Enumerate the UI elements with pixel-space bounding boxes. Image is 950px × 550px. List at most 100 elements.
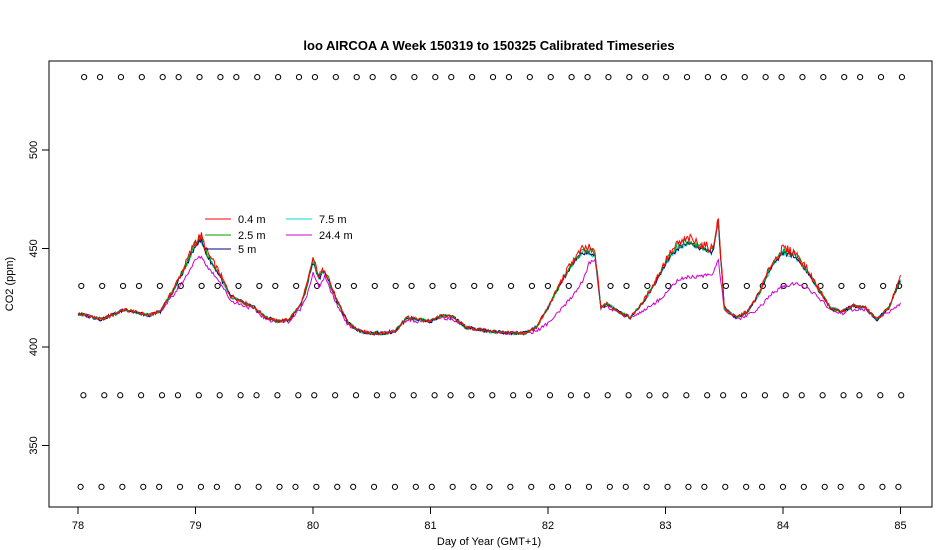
reference-marker	[135, 282, 143, 290]
reference-marker	[350, 282, 357, 290]
reference-marker	[778, 74, 785, 81]
reference-marker	[856, 392, 863, 399]
reference-markers	[77, 74, 906, 490]
reference-marker	[644, 282, 651, 290]
reference-marker	[507, 483, 514, 490]
reference-marker	[625, 392, 632, 399]
reference-marker	[859, 282, 866, 290]
reference-marker	[313, 483, 320, 490]
reference-marker	[159, 74, 166, 81]
reference-marker	[373, 392, 380, 399]
reference-marker	[233, 74, 240, 81]
reference-marker	[604, 392, 611, 399]
reference-marker	[898, 74, 906, 81]
reference-marker	[214, 282, 221, 290]
x-tick-label: 80	[307, 520, 319, 532]
reference-marker	[234, 483, 241, 490]
reference-marker	[549, 483, 556, 490]
reference-marker	[838, 282, 845, 290]
reference-marker	[96, 74, 104, 81]
reference-marker	[741, 74, 748, 81]
y-tick-label: 500	[28, 141, 40, 159]
reference-marker	[272, 282, 279, 290]
reference-marker	[546, 392, 554, 399]
reference-marker	[99, 282, 106, 290]
reference-marker	[275, 74, 282, 81]
reference-marker	[880, 282, 887, 290]
reference-marker	[685, 483, 692, 490]
reference-marker	[743, 483, 750, 490]
series-line	[77, 218, 901, 336]
reference-marker	[431, 392, 438, 399]
reference-marker	[117, 392, 124, 399]
reference-marker	[78, 282, 85, 290]
reference-marker	[663, 74, 670, 81]
reference-marker	[237, 392, 244, 399]
reference-marker	[235, 282, 242, 290]
reference-marker	[662, 392, 669, 399]
reference-marker	[174, 392, 182, 399]
reference-marker	[857, 74, 864, 81]
reference-marker	[448, 74, 455, 81]
x-tick-label: 85	[894, 520, 906, 532]
x-tick-label: 81	[424, 520, 436, 532]
reference-marker	[313, 282, 321, 290]
reference-marker	[119, 483, 126, 490]
reference-marker	[432, 74, 439, 81]
reference-marker	[486, 483, 493, 490]
y-tick-label: 350	[28, 436, 40, 454]
reference-marker	[408, 282, 415, 290]
reference-marker	[585, 483, 593, 490]
reference-marker	[156, 282, 163, 290]
y-tick-label: 400	[28, 338, 40, 356]
reference-marker	[176, 483, 184, 490]
reference-marker	[586, 282, 593, 290]
reference-marker	[505, 74, 513, 81]
reference-marker	[683, 392, 690, 399]
reference-marker	[117, 74, 125, 81]
reference-marker	[642, 74, 649, 81]
reference-marker	[704, 74, 712, 81]
reference-marker	[487, 282, 494, 290]
reference-marker	[821, 483, 828, 490]
reference-marker	[392, 282, 399, 290]
reference-marker	[77, 483, 84, 490]
reference-marker	[564, 483, 572, 490]
reference-marker	[720, 74, 727, 81]
reference-marker	[622, 483, 629, 490]
reference-marker	[389, 392, 396, 399]
reference-marker	[743, 282, 750, 290]
plot-frame	[48, 60, 933, 508]
reference-marker	[681, 282, 688, 290]
reference-marker	[293, 282, 300, 290]
reference-marker	[841, 74, 848, 81]
x-tick-label: 83	[659, 520, 671, 532]
reference-marker	[605, 74, 612, 81]
reference-marker	[820, 74, 827, 81]
reference-marker	[450, 282, 457, 290]
reference-marker	[350, 483, 357, 490]
reference-marker	[701, 483, 708, 490]
reference-marker	[489, 74, 497, 81]
reference-marker	[584, 74, 591, 81]
reference-marker	[664, 483, 671, 490]
legend-label: 2.5 m	[238, 230, 266, 242]
reference-marker	[683, 74, 691, 81]
reference-marker	[195, 392, 202, 399]
reference-marker	[254, 74, 261, 81]
reference-marker	[411, 74, 418, 81]
reference-marker	[740, 392, 748, 399]
reference-marker	[782, 392, 789, 399]
reference-marker	[353, 74, 360, 81]
reference-marker	[352, 392, 360, 399]
legend-label: 7.5 m	[319, 214, 347, 226]
reference-marker	[722, 483, 729, 490]
reference-marker	[858, 483, 865, 490]
reference-marker	[470, 483, 477, 490]
x-axis-label: Day of Year (GMT+1)	[437, 536, 541, 548]
reference-marker	[429, 282, 436, 290]
reference-marker	[779, 483, 787, 490]
reference-marker	[119, 282, 127, 290]
reference-marker	[158, 392, 166, 399]
